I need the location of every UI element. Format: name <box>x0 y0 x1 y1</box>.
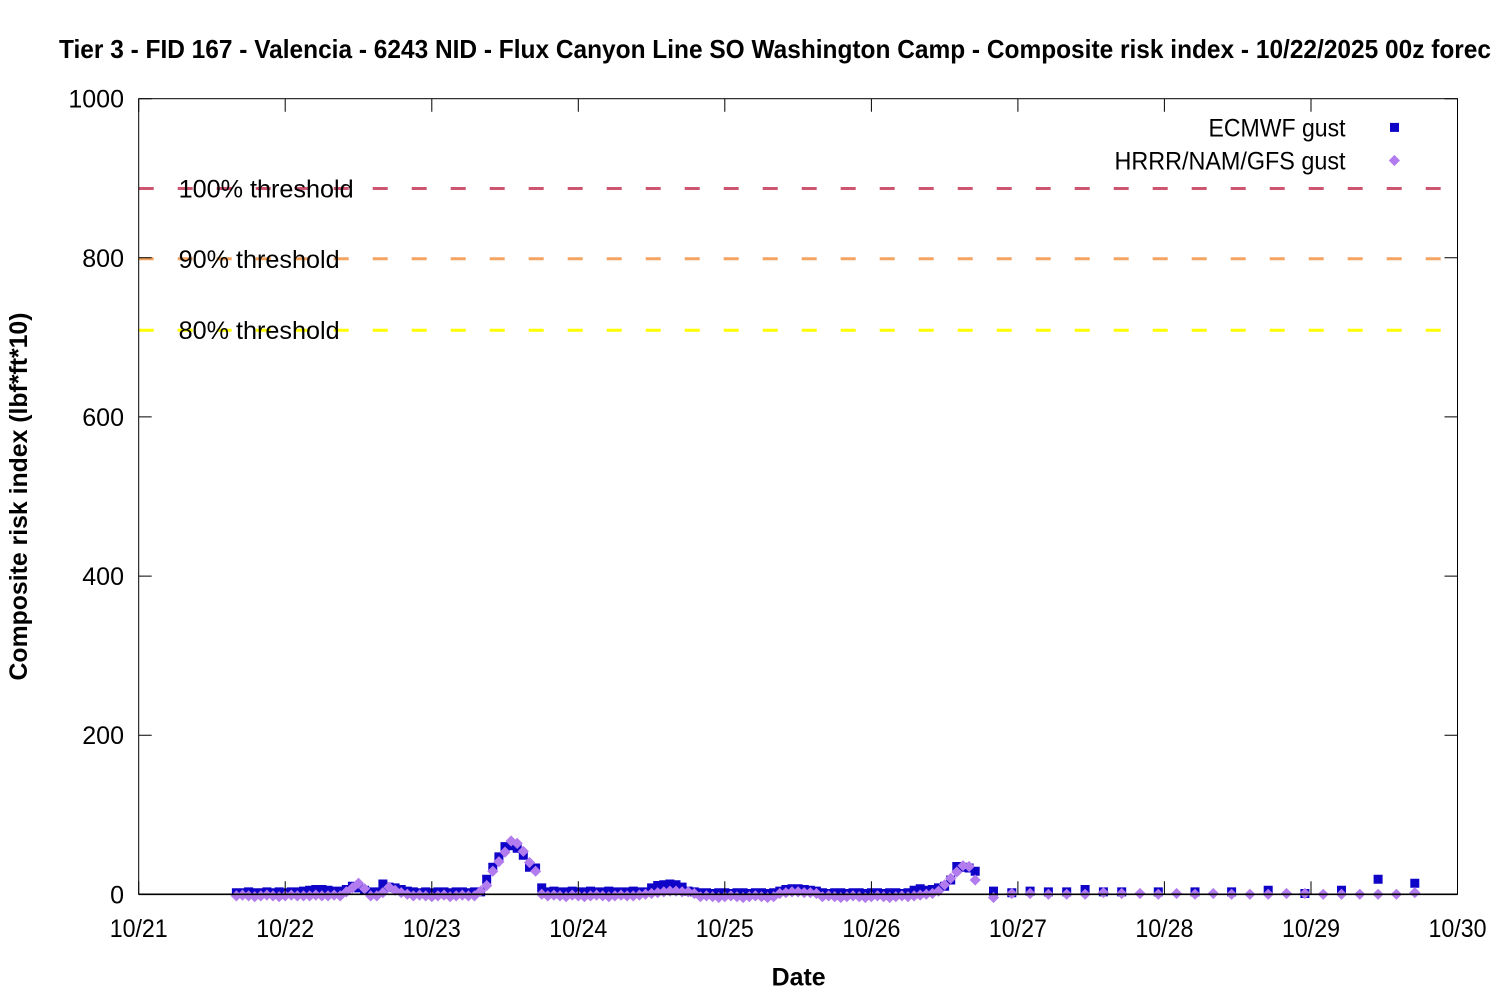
svg-text:400: 400 <box>82 563 124 591</box>
svg-text:10/30: 10/30 <box>1429 915 1487 943</box>
svg-text:200: 200 <box>82 722 124 750</box>
svg-text:1000: 1000 <box>68 86 124 114</box>
svg-text:10/28: 10/28 <box>1135 915 1193 943</box>
svg-text:0: 0 <box>110 881 124 909</box>
svg-text:Date: Date <box>772 964 826 992</box>
svg-text:10/26: 10/26 <box>842 915 900 943</box>
svg-text:80% threshold: 80% threshold <box>179 317 340 345</box>
svg-text:100% threshold: 100% threshold <box>179 176 354 204</box>
svg-text:Tier 3 - FID 167 - Valencia -: Tier 3 - FID 167 - Valencia - 6243 NID -… <box>59 34 1491 64</box>
svg-text:10/23: 10/23 <box>403 915 461 943</box>
svg-text:800: 800 <box>82 245 124 273</box>
svg-text:Composite risk index (lbf*ft*1: Composite risk index (lbf*ft*10) <box>5 313 33 681</box>
svg-text:10/27: 10/27 <box>989 915 1047 943</box>
svg-text:HRRR/NAM/GFS gust: HRRR/NAM/GFS gust <box>1115 148 1346 176</box>
svg-text:ECMWF gust: ECMWF gust <box>1209 114 1346 142</box>
svg-text:10/22: 10/22 <box>256 915 314 943</box>
svg-text:600: 600 <box>82 404 124 432</box>
svg-text:10/24: 10/24 <box>549 915 607 943</box>
svg-text:10/21: 10/21 <box>110 915 168 943</box>
svg-text:90% threshold: 90% threshold <box>179 246 340 274</box>
svg-text:10/25: 10/25 <box>696 915 754 943</box>
svg-text:10/29: 10/29 <box>1282 915 1340 943</box>
